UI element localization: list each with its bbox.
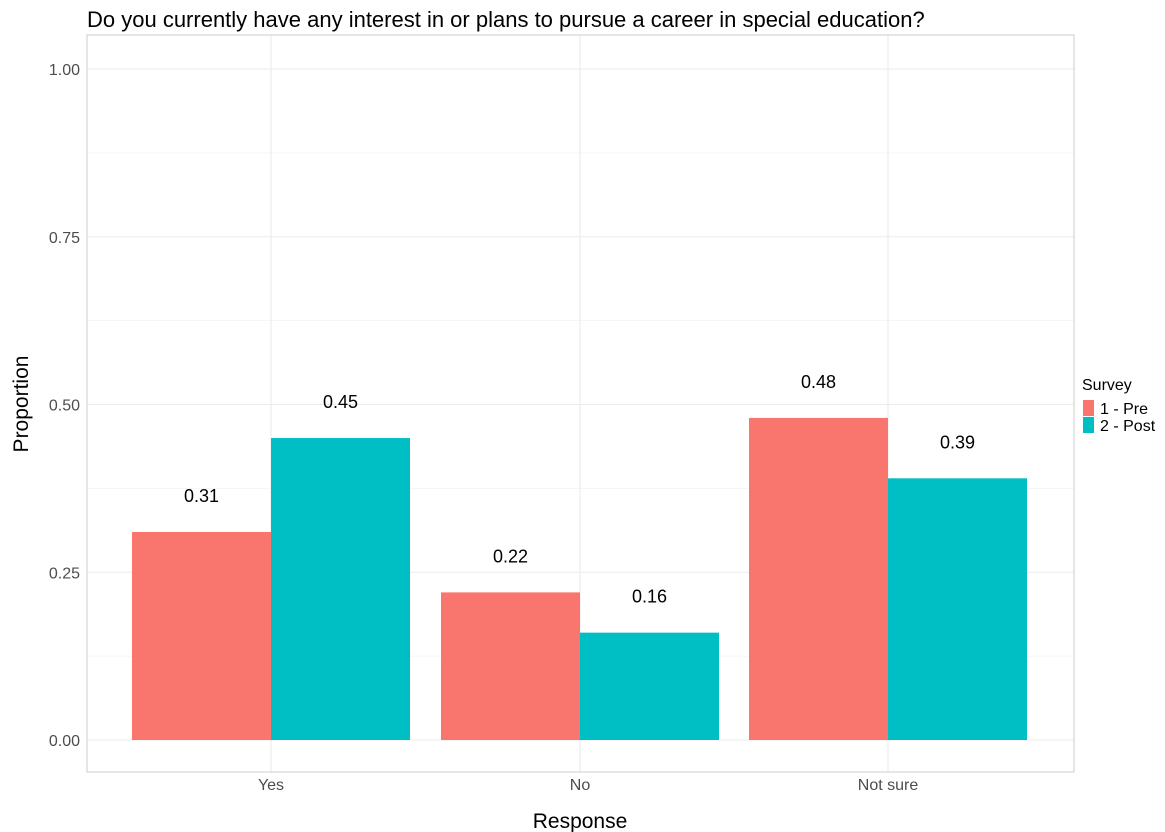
bar (888, 478, 1027, 740)
y-axis-ticks: 0.00 0.25 0.50 0.75 1.00 (49, 62, 80, 750)
bars (132, 417, 1027, 740)
bar (580, 632, 719, 740)
y-tick-label: 1.00 (49, 62, 80, 79)
data-label: 0.16 (632, 587, 667, 607)
x-axis-ticks: Yes No Not sure (258, 777, 918, 794)
x-tick-label: No (570, 777, 591, 794)
legend-title: Survey (1082, 377, 1132, 394)
data-label: 0.48 (801, 372, 836, 392)
y-tick-label: 0.25 (49, 565, 80, 582)
y-tick-label: 0.75 (49, 230, 80, 247)
bar (271, 438, 410, 740)
legend-key (1083, 417, 1094, 433)
x-axis-title: Response (533, 810, 628, 832)
data-label: 0.39 (940, 432, 975, 452)
panel-border (86, 34, 1075, 773)
bar (441, 592, 580, 740)
legend-key (1083, 400, 1094, 416)
x-tick-label: Yes (258, 777, 284, 794)
data-label: 0.31 (184, 486, 219, 506)
y-tick-label: 0.50 (49, 398, 80, 415)
y-tick-label: 0.00 (49, 733, 80, 750)
data-label: 0.45 (323, 392, 358, 412)
y-axis-title: Proportion (10, 356, 33, 453)
data-label: 0.22 (493, 546, 528, 566)
data-labels: 0.31 0.22 0.48 0.45 0.16 0.39 (184, 372, 975, 607)
chart-title: Do you currently have any interest in or… (87, 7, 925, 32)
legend-label: 1 - Pre (1100, 401, 1148, 418)
x-tick-label: Not sure (858, 777, 919, 794)
legend-label: 2 - Post (1100, 418, 1156, 435)
bar (749, 417, 888, 740)
bar (132, 531, 271, 740)
